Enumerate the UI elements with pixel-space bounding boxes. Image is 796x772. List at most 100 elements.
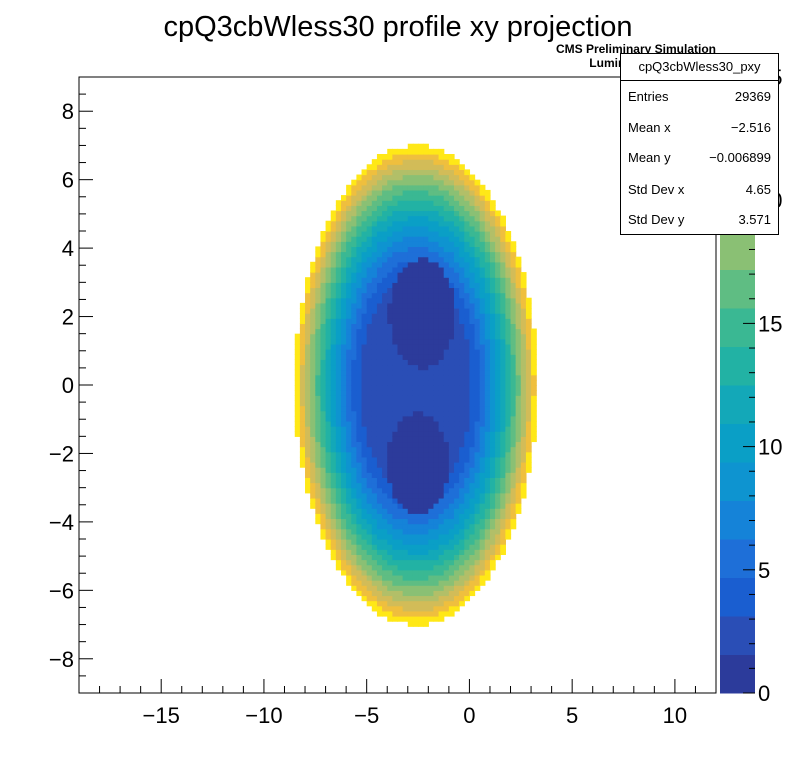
heatmap-cell: [330, 539, 337, 545]
heatmap-cell: [433, 174, 440, 181]
heatmap-cell: [330, 225, 337, 232]
heatmap-cell: [469, 379, 476, 386]
heatmap-cell: [356, 174, 363, 181]
heatmap-cell: [397, 272, 404, 278]
heatmap-cell: [469, 477, 476, 484]
heatmap-cell: [376, 385, 383, 391]
heatmap-cell: [438, 467, 445, 473]
z-tick-label: 10: [758, 435, 782, 460]
heatmap-cell: [479, 456, 486, 463]
heatmap-cell: [489, 385, 496, 391]
heatmap-cell: [412, 318, 419, 324]
heatmap-cell: [505, 272, 512, 278]
heatmap-cell: [382, 390, 388, 396]
heatmap-cell: [335, 503, 342, 509]
heatmap-cell: [464, 420, 471, 427]
heatmap-cell: [464, 246, 471, 253]
heatmap-cell: [474, 292, 481, 299]
heatmap-cell: [376, 236, 383, 242]
heatmap-cell: [469, 179, 476, 186]
heatmap-cell: [392, 282, 399, 289]
heatmap-cell: [479, 395, 486, 401]
heatmap-cell: [351, 272, 358, 278]
heatmap-cell: [315, 472, 322, 478]
heatmap-cell: [454, 569, 460, 576]
heatmap-cell: [310, 261, 316, 268]
heatmap-cell: [325, 369, 332, 376]
heatmap-cell: [397, 174, 404, 181]
heatmap-cell: [376, 513, 383, 520]
heatmap-cell: [464, 292, 471, 299]
heatmap-cell: [366, 225, 373, 232]
heatmap-cell: [520, 451, 527, 458]
heatmap-cell: [464, 328, 471, 335]
heatmap-cell: [500, 323, 506, 330]
heatmap-cell: [382, 508, 388, 514]
heatmap-cell: [459, 564, 465, 571]
heatmap-cell: [505, 400, 512, 407]
heatmap-cell: [438, 313, 445, 319]
heatmap-cell: [433, 467, 440, 473]
heatmap-cell: [495, 287, 501, 294]
heatmap-cell: [500, 241, 506, 247]
heatmap-cell: [474, 364, 481, 371]
heatmap-cell: [474, 503, 481, 509]
heatmap-cell: [392, 436, 399, 443]
heatmap-cell: [335, 343, 342, 350]
heatmap-cell: [454, 328, 460, 335]
heatmap-cell: [392, 236, 399, 242]
heatmap-cell: [376, 313, 383, 319]
heatmap-cell: [305, 385, 311, 391]
heatmap-cell: [340, 559, 347, 566]
heatmap-cell: [346, 241, 352, 247]
heatmap-cell: [459, 287, 465, 294]
heatmap-cell: [320, 513, 327, 520]
heatmap-cell: [412, 148, 419, 155]
heatmap-cell: [443, 385, 450, 391]
heatmap-cell: [464, 200, 471, 206]
heatmap-cell: [495, 533, 501, 540]
heatmap-cell: [340, 338, 347, 345]
heatmap-cell: [330, 333, 337, 340]
heatmap-cell: [412, 451, 419, 458]
heatmap-cell: [320, 333, 327, 340]
heatmap-cell: [423, 605, 429, 612]
heatmap-cell: [484, 492, 491, 499]
y-tick-label: 0: [62, 373, 74, 398]
heatmap-cell: [335, 318, 342, 324]
heatmap-cell: [387, 297, 393, 304]
heatmap-cell: [382, 462, 388, 468]
heatmap-cell: [402, 359, 409, 366]
heatmap-cell: [371, 220, 378, 227]
heatmap-cell: [459, 256, 465, 263]
z-tick-label: 15: [758, 311, 782, 336]
heatmap-cell: [387, 574, 393, 581]
heatmap-cell: [376, 200, 383, 206]
heatmap-cell: [387, 487, 393, 494]
heatmap-cell: [443, 595, 450, 602]
heatmap-cell: [366, 503, 373, 509]
heatmap-cell: [371, 523, 378, 530]
heatmap-cell: [392, 328, 399, 335]
heatmap-cell: [412, 379, 419, 386]
heatmap-cell: [525, 400, 532, 407]
heatmap-cell: [428, 179, 435, 186]
heatmap-cell: [412, 595, 419, 602]
heatmap-cell: [335, 297, 342, 304]
heatmap-cell: [397, 456, 404, 463]
heatmap-cell: [299, 369, 306, 376]
heatmap-cell: [376, 225, 383, 232]
heatmap-cell: [366, 385, 373, 391]
heatmap-cell: [505, 302, 512, 309]
heatmap-cell: [454, 195, 460, 201]
heatmap-cell: [392, 354, 399, 360]
heatmap-cell: [325, 462, 332, 468]
heatmap-cell: [433, 215, 440, 222]
heatmap-cell: [459, 241, 465, 247]
heatmap-cell: [382, 308, 388, 314]
heatmap-cell: [392, 492, 399, 499]
heatmap-cell: [448, 323, 455, 330]
heatmap-cell: [515, 503, 522, 509]
heatmap-cell: [464, 487, 471, 494]
heatmap-cell: [356, 256, 363, 263]
